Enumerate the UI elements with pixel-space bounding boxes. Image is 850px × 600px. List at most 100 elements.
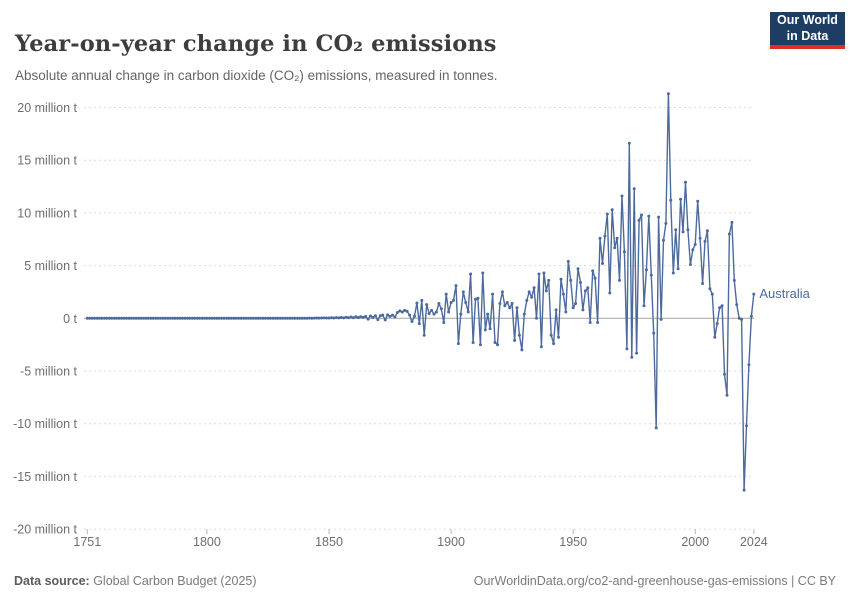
data-point[interactable] [115,316,119,320]
data-point[interactable] [310,316,314,320]
data-point[interactable] [400,310,404,314]
data-point[interactable] [229,316,233,320]
data-point[interactable] [134,316,138,320]
data-point[interactable] [278,316,282,320]
data-point[interactable] [364,314,368,318]
data-point[interactable] [625,347,629,351]
data-point[interactable] [198,316,202,320]
data-point[interactable] [259,316,263,320]
data-point[interactable] [105,316,109,320]
data-point[interactable] [503,304,507,308]
data-point[interactable] [549,333,553,337]
data-point[interactable] [410,320,414,323]
data-point[interactable] [745,424,748,428]
data-point[interactable] [393,315,397,319]
data-point[interactable] [351,316,355,320]
data-point[interactable] [185,316,189,320]
data-point[interactable] [286,316,289,320]
data-point[interactable] [478,343,482,347]
data-point[interactable] [561,292,565,296]
data-point[interactable] [483,328,487,332]
data-point[interactable] [110,316,114,320]
data-point[interactable] [359,315,363,319]
data-point[interactable] [383,318,387,322]
data-point[interactable] [654,426,658,430]
data-point[interactable] [203,316,206,320]
data-point[interactable] [139,316,143,320]
data-point[interactable] [471,341,475,344]
data-point[interactable] [527,290,531,294]
data-point[interactable] [188,316,192,320]
owid-logo[interactable]: Our World in Data [770,12,845,49]
data-point[interactable] [146,316,150,320]
data-point[interactable] [93,316,97,320]
data-point[interactable] [166,316,170,320]
data-point[interactable] [466,310,470,314]
data-point[interactable] [349,315,353,319]
data-point[interactable] [752,292,756,296]
data-point[interactable] [405,309,409,313]
data-point[interactable] [242,316,246,320]
data-point[interactable] [747,363,751,367]
data-point[interactable] [525,298,529,302]
data-point[interactable] [217,316,221,320]
data-point[interactable] [369,314,372,318]
data-point[interactable] [486,312,490,316]
data-line-australia[interactable] [86,93,755,491]
data-point[interactable] [308,316,311,320]
data-point[interactable] [693,243,697,246]
data-point[interactable] [622,250,626,254]
data-point[interactable] [371,316,375,319]
data-point[interactable] [337,316,341,320]
data-point[interactable] [195,316,199,320]
data-point[interactable] [603,234,607,238]
data-point[interactable] [220,316,224,320]
data-point[interactable] [671,271,675,275]
data-point[interactable] [666,92,670,96]
data-point[interactable] [254,316,258,320]
data-point[interactable] [535,316,538,320]
data-point[interactable] [183,316,187,320]
data-point[interactable] [515,306,519,310]
data-point[interactable] [293,316,297,320]
data-point[interactable] [725,393,729,397]
data-point[interactable] [332,316,336,320]
data-point[interactable] [251,316,255,320]
data-point[interactable] [210,316,214,320]
data-point[interactable] [498,302,502,305]
data-point[interactable] [713,335,717,339]
data-point[interactable] [427,312,431,316]
data-point[interactable] [268,316,272,320]
data-point[interactable] [271,316,275,320]
data-point[interactable] [239,316,243,320]
data-point[interactable] [276,316,280,320]
data-point[interactable] [681,230,685,234]
data-point[interactable] [163,316,167,320]
data-point[interactable] [686,228,690,232]
data-point[interactable] [657,215,661,219]
data-point[interactable] [696,199,700,203]
data-point[interactable] [456,342,460,346]
data-point[interactable] [593,276,597,280]
data-point[interactable] [156,316,160,320]
data-point[interactable] [596,321,600,324]
data-point[interactable] [735,303,739,307]
owid-citation-link[interactable]: OurWorldinData.org/co2-and-greenhouse-ga… [473,574,836,588]
data-point[interactable] [710,292,714,296]
data-point[interactable] [554,308,558,312]
data-point[interactable] [354,315,358,319]
data-point[interactable] [432,312,436,316]
data-point[interactable] [120,316,123,320]
data-point[interactable] [574,302,578,305]
data-point[interactable] [583,289,587,293]
data-point[interactable] [510,302,514,305]
data-point[interactable] [356,316,360,320]
data-point[interactable] [142,316,145,320]
data-point[interactable] [723,372,726,376]
data-point[interactable] [95,316,99,320]
data-point[interactable] [232,316,236,320]
data-point[interactable] [207,316,211,320]
data-point[interactable] [705,229,709,233]
data-point[interactable] [398,309,402,313]
data-point[interactable] [637,218,641,222]
